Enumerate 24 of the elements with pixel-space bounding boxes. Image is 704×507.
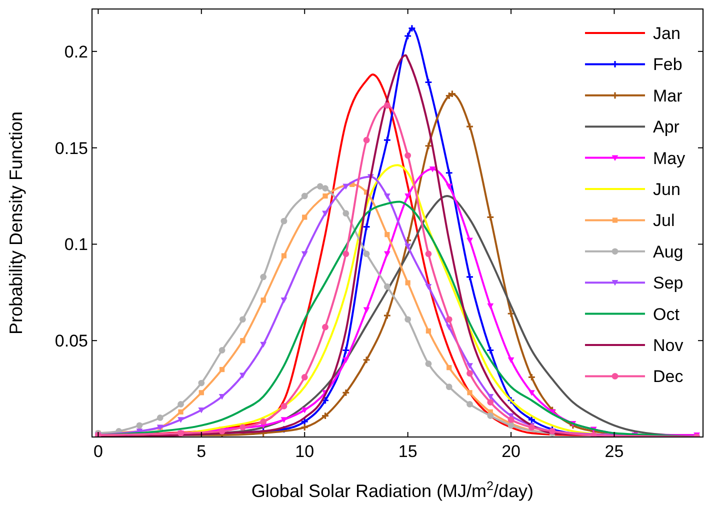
legend-label: Jul: [653, 211, 675, 230]
x-tick-label: 20: [502, 442, 520, 461]
legend-label: Sep: [653, 274, 684, 293]
legend-label: Apr: [653, 118, 680, 137]
legend-label: Nov: [653, 336, 684, 355]
x-tick-label: 25: [604, 442, 624, 461]
y-tick-label: 0.1: [64, 235, 88, 254]
legend-label: Feb: [653, 55, 682, 74]
legend-label: Aug: [653, 242, 684, 262]
legend-label: May: [653, 148, 686, 168]
x-tick-label: 15: [398, 442, 418, 461]
x-axis-title: Global Solar Radiation (MJ/m$^{2}$/day): [251, 479, 534, 501]
y-tick-label: 0.15: [54, 138, 88, 158]
legend-label: Oct: [653, 304, 680, 324]
legend-label: Dec: [653, 367, 684, 386]
y-tick-label: 0.2: [64, 42, 88, 62]
legend-label: Jan: [653, 24, 680, 43]
y-tick-label: 0.05: [54, 332, 88, 351]
legend-label: Jun: [653, 180, 680, 199]
x-tick-label: 5: [196, 442, 206, 461]
x-tick-label: 10: [295, 442, 314, 461]
y-axis-title: Probability Density Function: [6, 111, 26, 335]
x-tick-label: 0: [93, 442, 103, 461]
legend-label: Mar: [653, 86, 683, 106]
